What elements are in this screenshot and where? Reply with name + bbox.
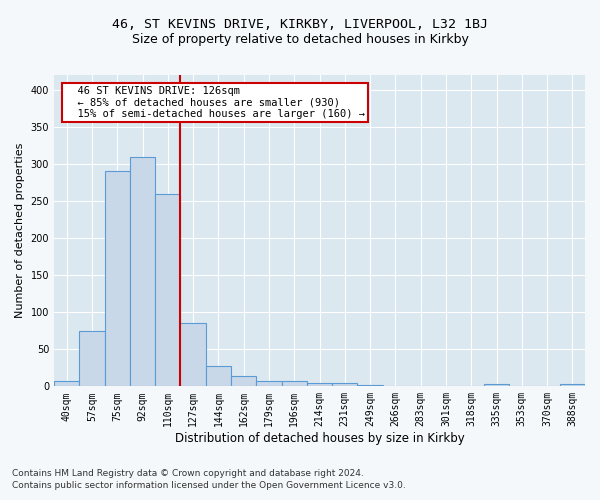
Bar bbox=[560, 384, 585, 386]
Bar bbox=[484, 384, 509, 386]
Text: Contains public sector information licensed under the Open Government Licence v3: Contains public sector information licen… bbox=[12, 481, 406, 490]
Bar bbox=[54, 381, 79, 386]
Bar bbox=[206, 366, 231, 386]
Bar bbox=[155, 194, 181, 386]
Bar bbox=[332, 384, 358, 386]
Text: Size of property relative to detached houses in Kirkby: Size of property relative to detached ho… bbox=[131, 32, 469, 46]
Text: 46, ST KEVINS DRIVE, KIRKBY, LIVERPOOL, L32 1BJ: 46, ST KEVINS DRIVE, KIRKBY, LIVERPOOL, … bbox=[112, 18, 488, 30]
Bar bbox=[181, 324, 206, 386]
Bar bbox=[307, 384, 332, 386]
Bar bbox=[79, 330, 104, 386]
Text: Contains HM Land Registry data © Crown copyright and database right 2024.: Contains HM Land Registry data © Crown c… bbox=[12, 468, 364, 477]
Bar bbox=[256, 381, 281, 386]
Bar bbox=[231, 376, 256, 386]
Bar bbox=[104, 172, 130, 386]
X-axis label: Distribution of detached houses by size in Kirkby: Distribution of detached houses by size … bbox=[175, 432, 464, 445]
Bar bbox=[281, 381, 307, 386]
Bar bbox=[358, 385, 383, 386]
Bar bbox=[130, 156, 155, 386]
Text: 46 ST KEVINS DRIVE: 126sqm
  ← 85% of detached houses are smaller (930)
  15% of: 46 ST KEVINS DRIVE: 126sqm ← 85% of deta… bbox=[65, 86, 365, 119]
Y-axis label: Number of detached properties: Number of detached properties bbox=[15, 143, 25, 318]
